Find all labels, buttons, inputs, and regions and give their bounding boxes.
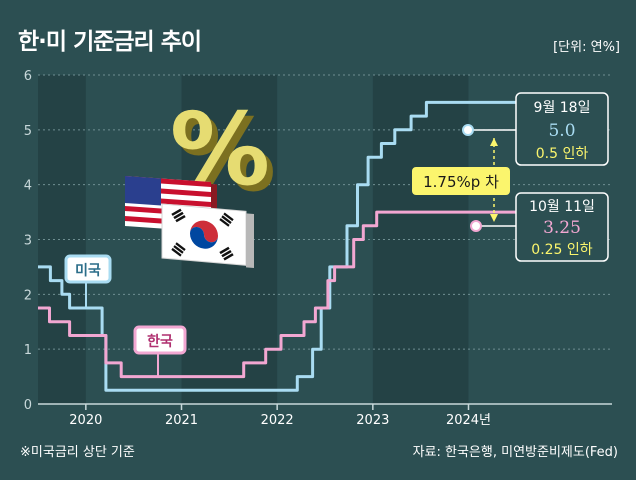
percent-icon: % % [170,91,276,214]
y-tick-5: 5 [24,124,32,139]
y-tick-3: 3 [24,234,32,249]
x-tick-2022: 2022 [261,413,294,428]
korea-rate-line [38,210,545,379]
unit-label: [단위: 연%] [553,40,620,55]
x-axis: 2020 2021 2022 2023 2024년 [38,403,612,428]
x-tick-2023: 2023 [356,413,389,428]
x-tick-2020: 2020 [69,413,102,428]
korea-callout-date: 10월 11일 [529,199,595,215]
page-title: 한·미 기준금리 추이 [18,29,202,55]
percent-flags-illustration: % % [125,91,276,269]
y-tick-2: 2 [24,288,32,303]
korea-flag-icon [161,203,254,269]
us-callout: 9월 18일 5.0 0.5 인하 [462,92,609,166]
y-tick-1: 1 [24,343,32,358]
year-band-0 [38,75,86,404]
us-callout-date: 9월 18일 [534,100,591,116]
korea-callout-change: 0.25 인하 [531,242,593,258]
korea-label-text: 한국 [147,334,173,350]
us-series-label: 미국 [64,254,112,308]
us-callout-change: 0.5 인하 [536,146,589,162]
y-tick-labels: 0 1 2 3 4 5 6 [24,69,32,413]
gap-label: 1.75%p 차 [423,173,499,191]
y-tick-4: 4 [24,179,32,194]
y-tick-6: 6 [24,69,32,84]
footnote: ※미국금리 상단 기준 [20,445,135,460]
gap-annotation: 1.75%p 차 [412,138,510,222]
source-note: 자료: 한국은행, 미연방준비제도(Fed) [412,445,618,460]
x-tick-2021: 2021 [165,413,198,428]
y-tick-0: 0 [24,398,32,413]
us-rate-line [38,100,538,392]
us-callout-value: 5.0 [548,121,575,141]
x-tick-2024: 2024년 [446,413,491,428]
korea-callout: 10월 11일 3.25 0.25 인하 [470,192,609,262]
us-label-text: 미국 [75,263,101,279]
korea-series-label: 한국 [133,325,187,376]
korea-callout-value: 3.25 [543,218,581,238]
